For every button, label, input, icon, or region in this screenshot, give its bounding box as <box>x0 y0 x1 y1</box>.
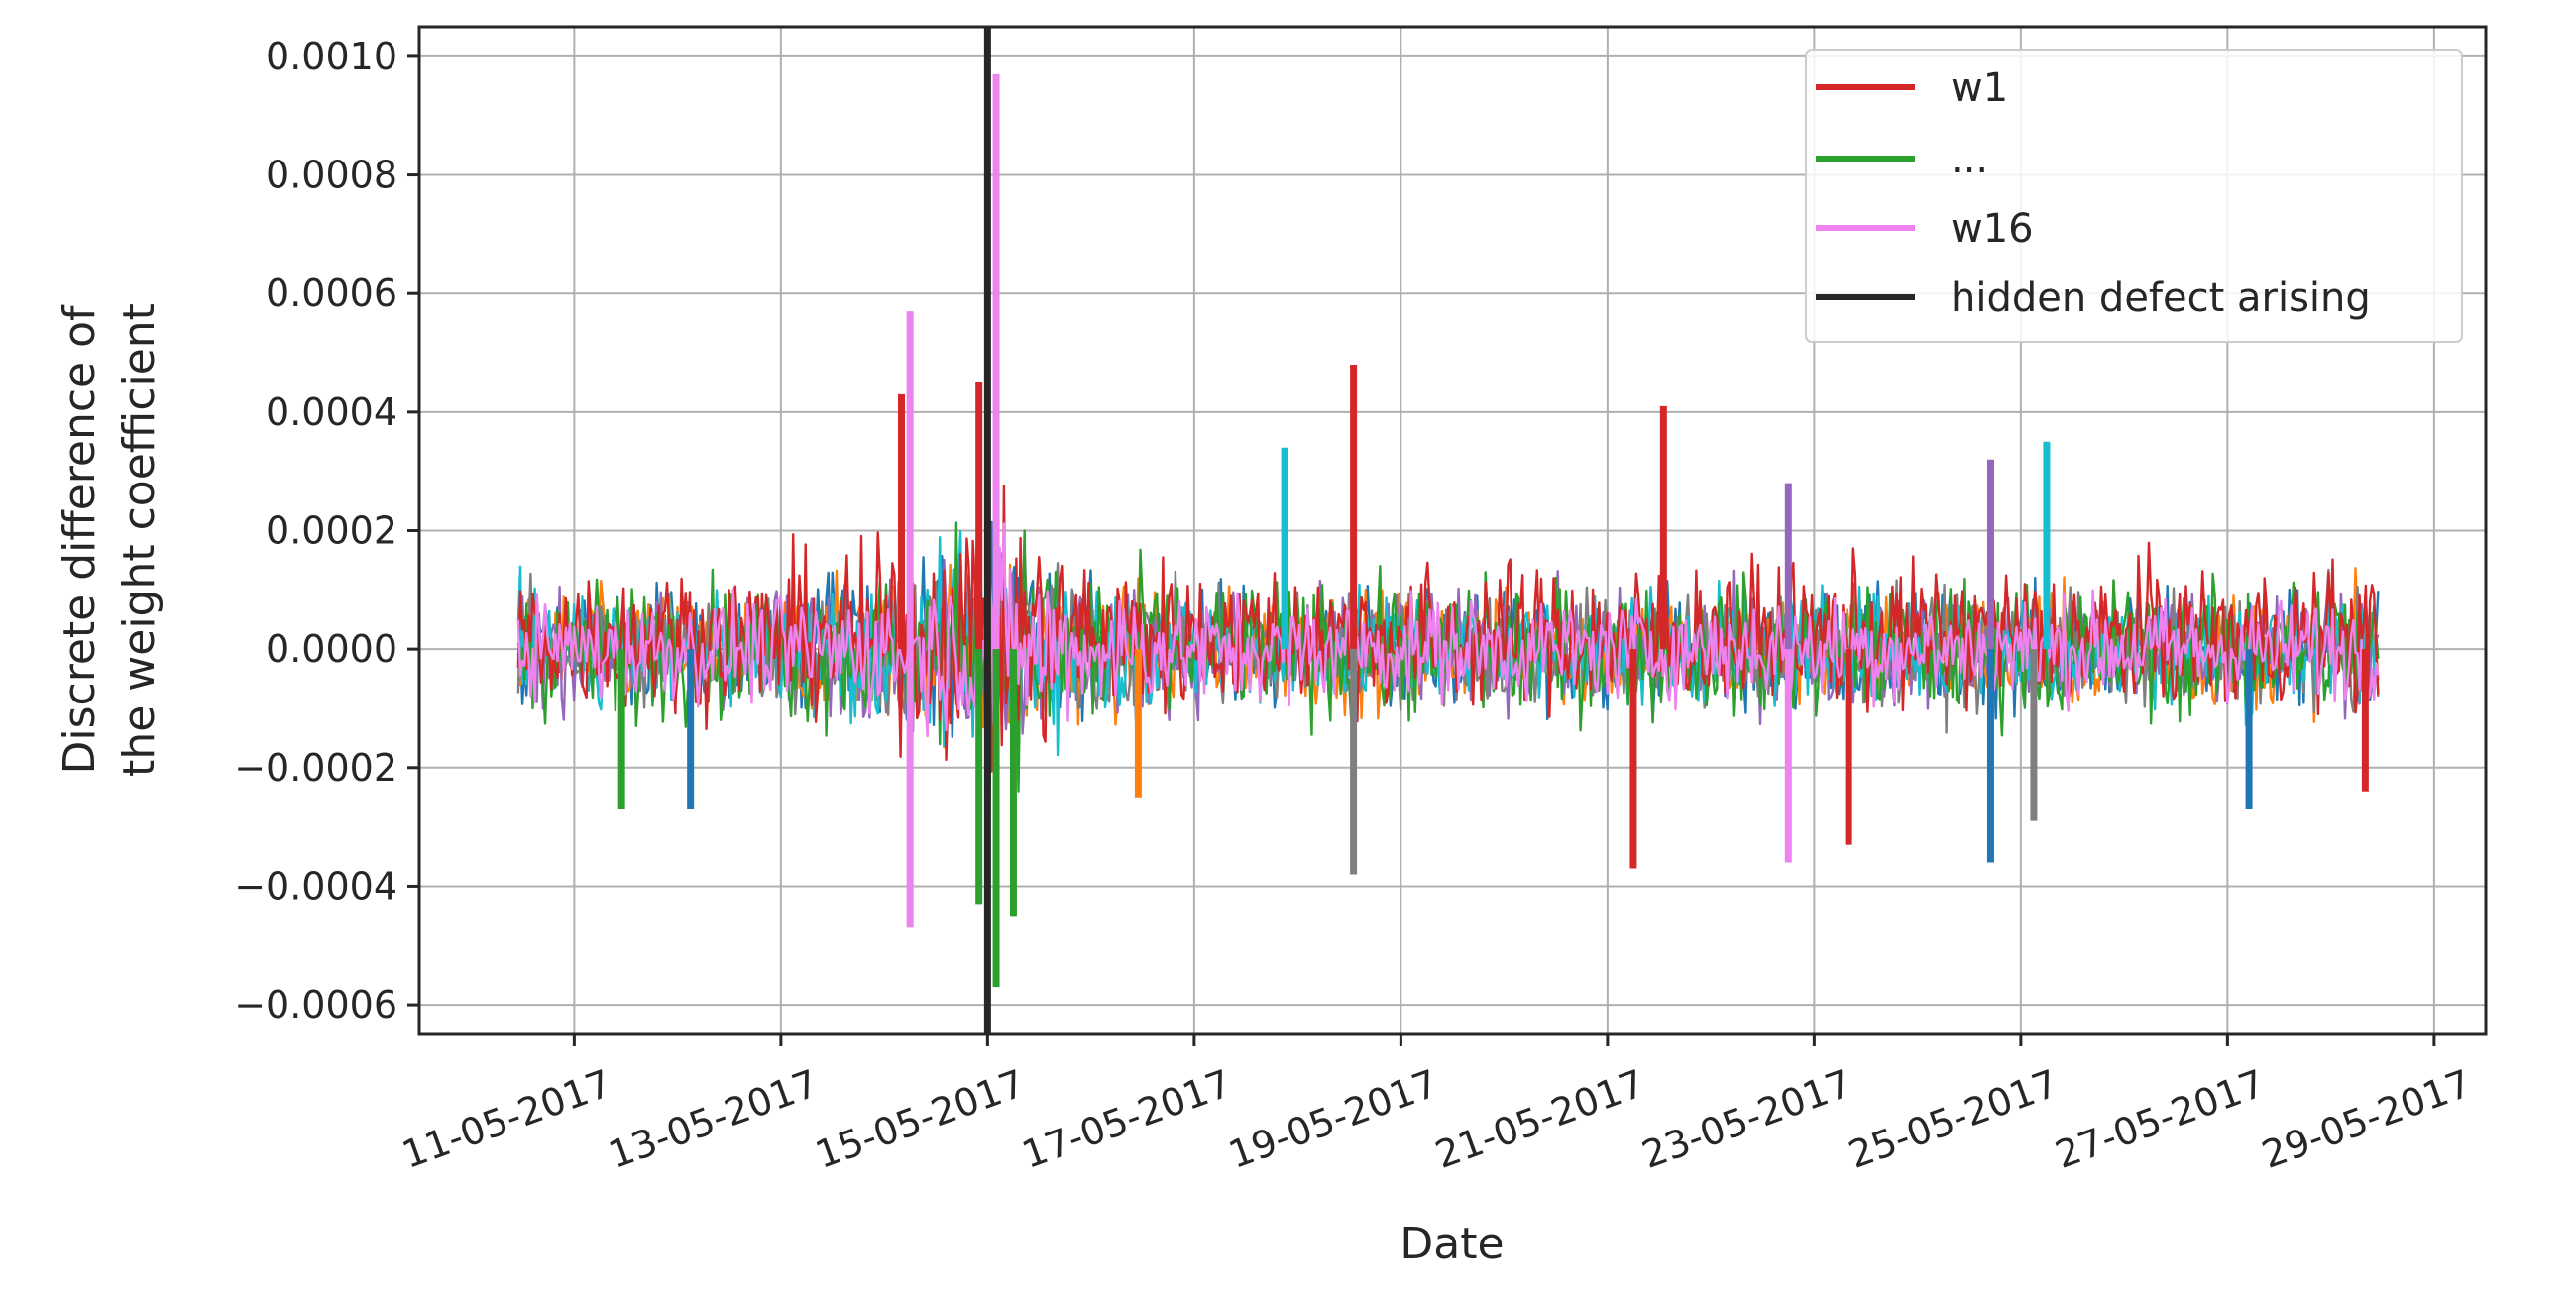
x-tick-label: 23-05-2017 <box>1636 1061 1857 1177</box>
x-tick-label: 11-05-2017 <box>396 1061 617 1177</box>
y-axis: 0.0010 0.0008 0.0006 0.0004 0.0002 0.0000 −0.0… <box>234 35 419 1026</box>
x-tick-label: 13-05-2017 <box>603 1061 824 1177</box>
y-tick-label: −0.0006 <box>234 983 397 1026</box>
series-traces <box>516 73 2380 988</box>
series-trace <box>516 522 2380 738</box>
x-tick-label: 29-05-2017 <box>2256 1061 2477 1177</box>
y-tick-label: 0.0010 <box>266 35 397 78</box>
x-tick-label: 27-05-2017 <box>2050 1061 2271 1177</box>
legend-label-ellipsis: ... <box>1951 137 1988 182</box>
y-tick-label: 0.0008 <box>266 154 397 197</box>
y-axis-title: Discrete difference of the weight coeffi… <box>55 303 165 777</box>
y-axis-title-line-2: the weight coefficient <box>114 303 165 777</box>
x-tick-label: 17-05-2017 <box>1016 1061 1237 1177</box>
y-tick-label: 0.0004 <box>266 390 397 434</box>
y-tick-label: −0.0002 <box>234 746 397 790</box>
y-axis-title-line-1: Discrete difference of <box>55 304 105 775</box>
x-tick-label: 15-05-2017 <box>810 1061 1031 1177</box>
x-tick-label: 25-05-2017 <box>1843 1061 2064 1177</box>
x-tick-label: 19-05-2017 <box>1223 1061 1444 1177</box>
y-tick-label: 0.0006 <box>266 271 397 315</box>
legend-label-w1: w1 <box>1951 65 2008 111</box>
legend-box <box>1805 49 2463 343</box>
x-axis: 11-05-201713-05-201715-05-201717-05-2017… <box>396 1034 2477 1177</box>
y-tick-label: 0.0000 <box>266 627 397 671</box>
x-tick-label: 21-05-2017 <box>1429 1061 1650 1177</box>
y-tick-label: −0.0004 <box>234 864 397 908</box>
x-axis-title: Date <box>1400 1219 1504 1269</box>
legend-label-w16: w16 <box>1951 206 2034 252</box>
legend-label-defect: hidden defect arising <box>1951 275 2371 321</box>
y-tick-label: 0.0002 <box>266 509 397 553</box>
legend: w1 ... w16 hidden defect arising <box>1805 49 2463 343</box>
